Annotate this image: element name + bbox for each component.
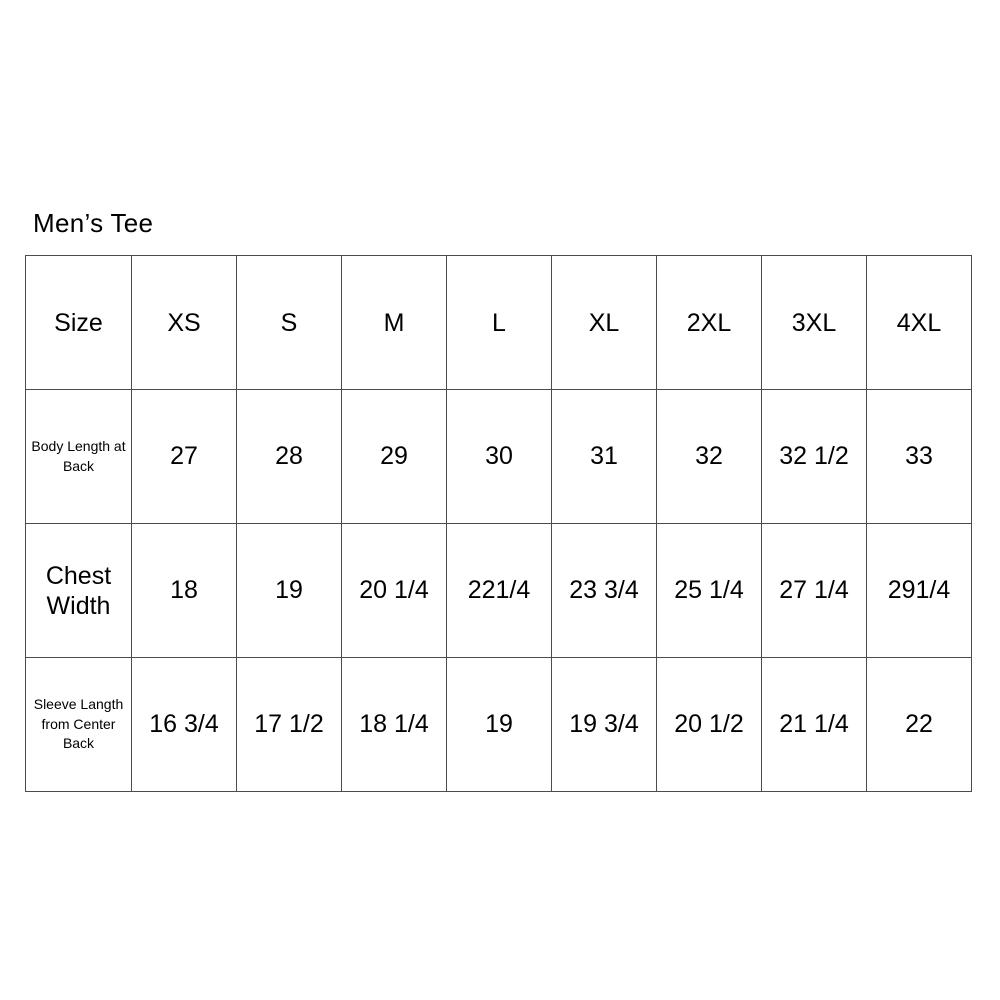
value-cell: 19: [446, 657, 552, 792]
size-chart-table: Size XS S M L XL 2XL 3XL 4XL Body Length…: [25, 255, 972, 792]
value-cell: 30: [446, 389, 552, 524]
value-cell: 20 1/4: [341, 523, 447, 658]
value-cell: 22: [866, 657, 972, 792]
col-header-3xl: 3XL: [761, 255, 867, 390]
value-cell: 221/4: [446, 523, 552, 658]
row-label-sleeve-length: Sleeve Langth from Center Back: [25, 657, 132, 792]
value-cell: 27: [131, 389, 237, 524]
value-cell: 32: [656, 389, 762, 524]
value-cell: 19: [236, 523, 342, 658]
col-header-size: Size: [25, 255, 132, 390]
row-label-body-length: Body Length at Back: [25, 389, 132, 524]
value-cell: 27 1/4: [761, 523, 867, 658]
value-cell: 16 3/4: [131, 657, 237, 792]
value-cell: 19 3/4: [551, 657, 657, 792]
value-cell: 18: [131, 523, 237, 658]
value-cell: 17 1/2: [236, 657, 342, 792]
table-row-sleeve-length: Sleeve Langth from Center Back 16 3/4 17…: [25, 657, 972, 792]
row-label-chest-width: Chest Width: [25, 523, 132, 658]
value-cell: 20 1/2: [656, 657, 762, 792]
col-header-l: L: [446, 255, 552, 390]
col-header-m: M: [341, 255, 447, 390]
col-header-xl: XL: [551, 255, 657, 390]
col-header-xs: XS: [131, 255, 237, 390]
value-cell: 32 1/2: [761, 389, 867, 524]
table-header-row: Size XS S M L XL 2XL 3XL 4XL: [25, 255, 972, 390]
value-cell: 28: [236, 389, 342, 524]
value-cell: 291/4: [866, 523, 972, 658]
value-cell: 31: [551, 389, 657, 524]
value-cell: 18 1/4: [341, 657, 447, 792]
col-header-4xl: 4XL: [866, 255, 972, 390]
col-header-2xl: 2XL: [656, 255, 762, 390]
table-row-body-length: Body Length at Back 27 28 29 30 31 32 32…: [25, 389, 972, 524]
table-row-chest-width: Chest Width 18 19 20 1/4 221/4 23 3/4 25…: [25, 523, 972, 658]
page-title: Men’s Tee: [33, 208, 154, 238]
value-cell: 33: [866, 389, 972, 524]
value-cell: 29: [341, 389, 447, 524]
col-header-s: S: [236, 255, 342, 390]
value-cell: 25 1/4: [656, 523, 762, 658]
value-cell: 23 3/4: [551, 523, 657, 658]
value-cell: 21 1/4: [761, 657, 867, 792]
